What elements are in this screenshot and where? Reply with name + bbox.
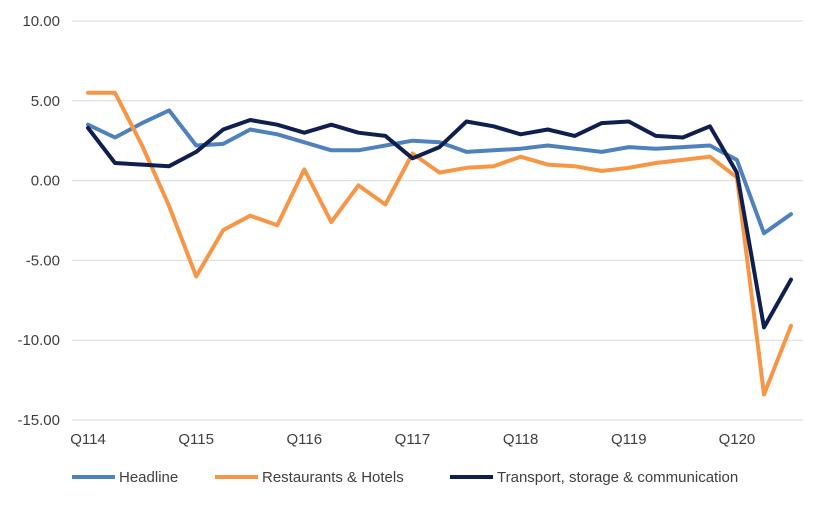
y-tick-label: 0.00 <box>31 173 60 190</box>
x-axis: Q114 Q115 Q116 Q117 Q118 Q119 Q120 <box>70 431 755 448</box>
legend-label: Transport, storage & communication <box>497 469 738 486</box>
y-tick-label: 10.00 <box>22 13 60 30</box>
legend: Headline Restaurants & Hotels Transport, s… <box>72 469 738 486</box>
y-tick-label: -5.00 <box>26 252 60 269</box>
series-lines <box>86 90 793 397</box>
y-axis: 10.00 5.00 0.00 -5.00 -10.00 -15.00 <box>17 13 60 429</box>
y-tick-label: -10.00 <box>17 332 60 349</box>
x-tick-label: Q120 <box>719 431 756 448</box>
x-tick-label: Q115 <box>178 431 214 448</box>
x-tick-label: Q118 <box>503 431 539 448</box>
x-tick-label: Q114 <box>70 431 106 448</box>
gridlines <box>72 20 803 421</box>
x-tick-label: Q117 <box>395 431 431 448</box>
y-tick-label: -15.00 <box>17 412 60 429</box>
x-tick-label: Q119 <box>611 431 647 448</box>
y-tick-label: 5.00 <box>31 93 60 110</box>
x-tick-label: Q116 <box>287 431 323 448</box>
legend-label: Restaurants & Hotels <box>262 469 404 486</box>
series-line-2 <box>86 90 793 397</box>
legend-label: Headline <box>119 469 178 486</box>
series-line-3 <box>86 118 793 330</box>
